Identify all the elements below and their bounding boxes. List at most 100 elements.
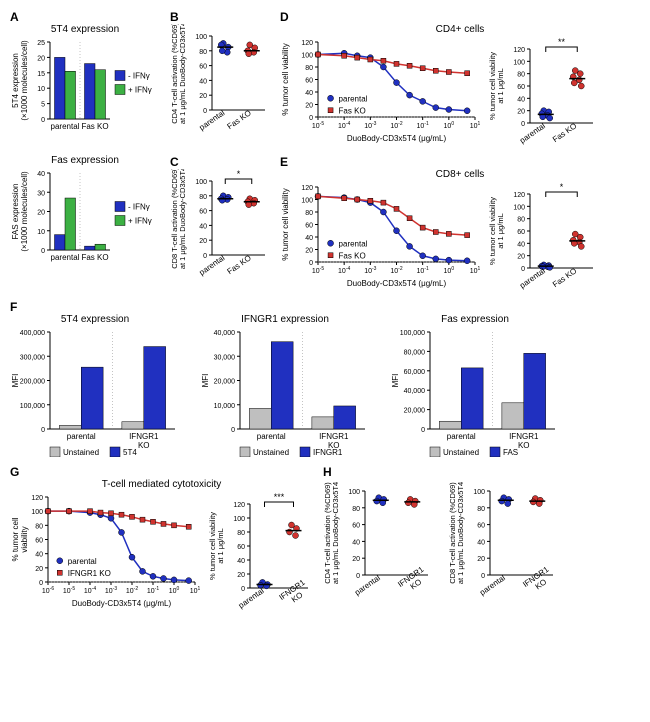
svg-text:% tumor cell viabilityat 1 μg/: % tumor cell viabilityat 1 μg/mL bbox=[488, 197, 505, 265]
svg-text:20: 20 bbox=[352, 556, 360, 563]
svg-text:40: 40 bbox=[517, 96, 525, 103]
title-A-bot: Fas expression bbox=[10, 155, 160, 166]
svg-text:10-1: 10-1 bbox=[417, 266, 429, 275]
svg-text:DuoBody-CD3x5T4 (μg/mL): DuoBody-CD3x5T4 (μg/mL) bbox=[347, 134, 447, 143]
svg-text:5T4 expression(×1000 molecules: 5T4 expression(×1000 molecules/cell) bbox=[11, 40, 29, 121]
svg-text:CD8 T-cell activation (%CD69)a: CD8 T-cell activation (%CD69)at 1 μg/mL … bbox=[448, 482, 465, 584]
svg-text:40: 40 bbox=[305, 90, 313, 97]
label-G: G bbox=[10, 465, 19, 479]
svg-text:*: * bbox=[560, 182, 564, 192]
svg-text:80: 80 bbox=[199, 49, 207, 56]
svg-text:40: 40 bbox=[352, 539, 360, 546]
svg-text:parental: parental bbox=[198, 108, 227, 132]
svg-text:% tumor cell viability: % tumor cell viability bbox=[281, 43, 290, 115]
row-2: Fas expression 010203040parentalFas KOFA… bbox=[10, 155, 640, 292]
title-E: CD8+ cells bbox=[280, 169, 640, 180]
svg-text:300,000: 300,000 bbox=[20, 354, 45, 361]
svg-text:+ IFNγ: + IFNγ bbox=[128, 86, 152, 95]
svg-text:80: 80 bbox=[517, 217, 525, 224]
svg-text:60: 60 bbox=[517, 229, 525, 236]
svg-text:120: 120 bbox=[31, 495, 43, 502]
svg-text:400,000: 400,000 bbox=[20, 330, 45, 337]
svg-text:DuoBody-CD3x5T4 (μg/mL): DuoBody-CD3x5T4 (μg/mL) bbox=[72, 599, 172, 608]
svg-text:parental: parental bbox=[257, 432, 286, 441]
svg-text:20: 20 bbox=[517, 109, 525, 116]
svg-text:20,000: 20,000 bbox=[214, 379, 236, 386]
dose-response-cytotoxicity: 02040608010012010-610-510-410-310-210-11… bbox=[10, 492, 200, 612]
svg-text:20: 20 bbox=[199, 93, 207, 100]
svg-text:20: 20 bbox=[305, 248, 313, 255]
svg-text:20: 20 bbox=[37, 55, 45, 62]
svg-text:IFNGR1KO: IFNGR1KO bbox=[277, 578, 312, 610]
svg-text:0: 0 bbox=[41, 427, 45, 434]
svg-text:0: 0 bbox=[309, 115, 313, 122]
svg-text:60: 60 bbox=[237, 544, 245, 551]
svg-text:100,000: 100,000 bbox=[400, 330, 425, 337]
scatter-chart-cd4-activation: 020406080100parentalFas KOCD4 T-cell act… bbox=[170, 24, 270, 134]
svg-text:0: 0 bbox=[231, 427, 235, 434]
svg-text:+ IFNγ: + IFNγ bbox=[128, 217, 152, 226]
svg-text:40: 40 bbox=[237, 558, 245, 565]
svg-text:100: 100 bbox=[195, 34, 207, 41]
svg-text:% tumor cell viabilityat 1 μg/: % tumor cell viabilityat 1 μg/mL bbox=[488, 52, 505, 120]
svg-text:IFNGR1 KO: IFNGR1 KO bbox=[68, 569, 111, 578]
svg-text:120: 120 bbox=[513, 47, 525, 54]
svg-text:Fas KO: Fas KO bbox=[81, 253, 108, 262]
svg-text:20: 20 bbox=[199, 238, 207, 245]
panel-F: F 5T4 expression 0100,000200,000300,0004… bbox=[10, 300, 640, 457]
svg-text:CD8 T-cell activation (%CD69)a: CD8 T-cell activation (%CD69)at 1 μg/mL … bbox=[170, 169, 187, 269]
svg-text:80: 80 bbox=[352, 506, 360, 513]
svg-text:100: 100 bbox=[301, 198, 313, 205]
title-G: T-cell mediated cytotoxicity bbox=[10, 479, 313, 490]
panel-G: G T-cell mediated cytotoxicity 020406080… bbox=[10, 465, 313, 612]
svg-text:0: 0 bbox=[356, 573, 360, 580]
svg-text:60: 60 bbox=[35, 538, 43, 545]
svg-text:25: 25 bbox=[37, 40, 45, 47]
svg-text:15: 15 bbox=[37, 71, 45, 78]
svg-text:100: 100 bbox=[169, 586, 180, 595]
row-1: A 5T4 expression 0510152025parentalFas K… bbox=[10, 10, 640, 147]
svg-text:100: 100 bbox=[513, 59, 525, 66]
dose-response-cd8: 02040608010012010-510-410-310-210-110010… bbox=[280, 182, 480, 292]
svg-text:120: 120 bbox=[301, 185, 313, 192]
panel-C: C 020406080100parentalFas KO*CD8 T-cell … bbox=[170, 155, 270, 279]
svg-text:10-1: 10-1 bbox=[417, 121, 429, 130]
svg-text:CD4 T-cell activation (%CD69)a: CD4 T-cell activation (%CD69)at 1 μg/mL … bbox=[170, 24, 187, 124]
svg-text:0: 0 bbox=[309, 260, 313, 267]
svg-text:**: ** bbox=[558, 37, 566, 47]
svg-text:***: *** bbox=[274, 492, 285, 502]
svg-text:40: 40 bbox=[517, 241, 525, 248]
svg-text:Fas KO: Fas KO bbox=[339, 251, 366, 260]
svg-text:100: 100 bbox=[301, 53, 313, 60]
svg-text:10-2: 10-2 bbox=[390, 121, 402, 130]
panel-A: A 5T4 expression 0510152025parentalFas K… bbox=[10, 10, 160, 147]
svg-text:- IFNγ: - IFNγ bbox=[128, 203, 150, 212]
svg-text:% tumor cellviability: % tumor cellviability bbox=[11, 517, 29, 561]
svg-text:0: 0 bbox=[203, 253, 207, 260]
svg-text:parental: parental bbox=[339, 239, 368, 248]
svg-text:IFNGR1KO: IFNGR1KO bbox=[521, 565, 556, 597]
svg-text:40: 40 bbox=[35, 552, 43, 559]
svg-text:10,000: 10,000 bbox=[214, 403, 236, 410]
svg-text:40: 40 bbox=[199, 78, 207, 85]
svg-text:10-4: 10-4 bbox=[84, 586, 96, 595]
svg-text:*: * bbox=[237, 169, 241, 179]
svg-text:10-5: 10-5 bbox=[312, 266, 324, 275]
svg-text:Fas KO: Fas KO bbox=[551, 266, 578, 289]
svg-text:80: 80 bbox=[305, 65, 313, 72]
svg-text:60: 60 bbox=[477, 523, 485, 530]
svg-text:40: 40 bbox=[477, 539, 485, 546]
svg-text:100: 100 bbox=[348, 489, 360, 496]
svg-text:5T4: 5T4 bbox=[123, 448, 137, 457]
svg-text:80: 80 bbox=[305, 210, 313, 217]
label-C: C bbox=[170, 155, 179, 169]
bar-chart-fas-expression: 010203040parentalFas KOFAS expression(×1… bbox=[10, 168, 160, 278]
svg-text:10-3: 10-3 bbox=[364, 121, 376, 130]
svg-text:0: 0 bbox=[41, 248, 45, 255]
svg-text:80: 80 bbox=[199, 194, 207, 201]
scatter-cd8-viability: 020406080100120parentalFas KO*% tumor ce… bbox=[488, 182, 598, 292]
svg-text:parental: parental bbox=[447, 432, 476, 441]
svg-text:IFNGR1: IFNGR1 bbox=[313, 448, 343, 457]
svg-text:20: 20 bbox=[305, 103, 313, 110]
title-F2: IFNGR1 expression bbox=[200, 314, 370, 325]
